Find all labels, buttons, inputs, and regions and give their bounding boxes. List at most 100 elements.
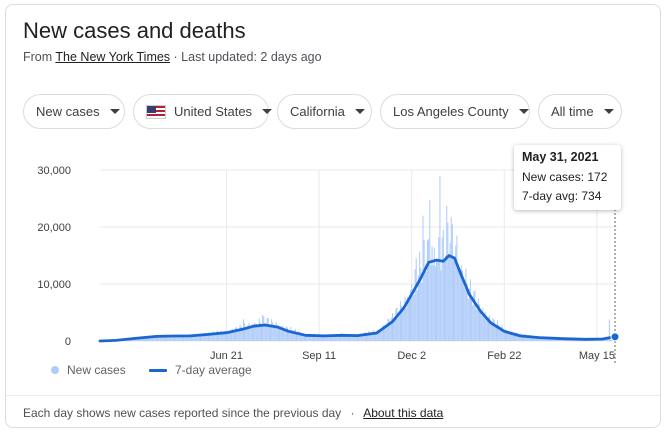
case-bar (228, 333, 230, 341)
case-bar (240, 326, 242, 341)
case-bar (212, 331, 214, 341)
case-bar (231, 328, 233, 341)
case-bar (245, 327, 247, 341)
case-bar (441, 237, 443, 341)
case-bar (604, 339, 606, 341)
metric-dropdown[interactable]: New cases (23, 94, 125, 129)
case-bar (329, 335, 331, 341)
case-bar (405, 308, 407, 341)
case-bar (180, 334, 182, 341)
case-bar (288, 331, 290, 341)
case-bar (175, 336, 177, 341)
case-bar (501, 325, 503, 341)
case-bar (232, 332, 234, 341)
case-bar (282, 325, 284, 341)
chart-card: New cases and deaths From The New York T… (5, 4, 661, 428)
case-bar (218, 333, 220, 341)
case-bar (416, 290, 418, 341)
case-bar (143, 337, 145, 341)
case-bar (159, 337, 161, 341)
case-bar (369, 332, 371, 341)
case-bar (183, 336, 185, 341)
case-bar (497, 320, 499, 341)
legend-avg-label: 7-day average (175, 363, 252, 377)
case-bar (356, 336, 359, 341)
country-dropdown[interactable]: United States (133, 94, 273, 129)
case-bar (145, 337, 147, 341)
case-bar (459, 272, 461, 341)
case-bar (473, 291, 475, 341)
case-bar (412, 296, 414, 341)
x-tick-label: Feb 22 (487, 350, 521, 362)
case-bar (386, 325, 388, 341)
case-bar (296, 332, 298, 341)
source-line: From The New York Times · Last updated: … (23, 50, 322, 64)
case-bar (172, 336, 174, 341)
time-range-dropdown[interactable]: All time (538, 94, 622, 129)
case-bar (193, 333, 195, 341)
case-bar (607, 339, 609, 341)
legend-new-cases-label: New cases (67, 363, 126, 377)
county-dropdown[interactable]: Los Angeles County (380, 94, 530, 129)
y-tick-label: 10,000 (37, 279, 71, 291)
case-bar (378, 331, 380, 341)
case-bar (397, 317, 399, 341)
time-range-dropdown-label: All time (551, 104, 594, 119)
case-bar (388, 319, 390, 341)
case-bar (510, 333, 512, 341)
x-tick-label: Jun 21 (210, 350, 243, 362)
case-bar (302, 333, 304, 341)
case-bar (289, 330, 291, 341)
case-bar (213, 333, 215, 341)
case-bar (258, 318, 260, 341)
case-bar (359, 334, 361, 341)
case-bar (248, 322, 250, 341)
case-bar (354, 336, 356, 341)
case-bar (457, 263, 459, 341)
case-bar (187, 336, 189, 341)
case-bar (239, 324, 241, 341)
case-bar (390, 317, 392, 341)
case-bar (343, 336, 345, 341)
case-bar (456, 235, 458, 341)
case-bar (429, 200, 431, 341)
case-bar (286, 327, 288, 341)
case-bar (136, 338, 138, 341)
case-bar (333, 335, 335, 341)
case-bar (318, 334, 320, 341)
about-data-link[interactable]: About this data (363, 406, 444, 420)
case-bar (247, 324, 249, 341)
case-bar (482, 308, 484, 341)
case-bar (402, 309, 404, 341)
case-bar (491, 325, 493, 341)
case-bar (164, 335, 167, 341)
case-bar (404, 296, 406, 341)
case-bar (395, 308, 397, 341)
case-bar (331, 335, 333, 341)
case-bar (421, 282, 423, 341)
case-bar (224, 330, 226, 341)
case-bar (338, 336, 340, 341)
state-dropdown[interactable]: California (277, 94, 372, 129)
case-bar (608, 319, 610, 341)
case-bar (513, 333, 515, 341)
case-bar (420, 267, 422, 341)
case-bar (550, 338, 552, 341)
hover-point (610, 332, 620, 342)
case-bar (303, 334, 305, 341)
source-link[interactable]: The New York Times (55, 50, 171, 64)
case-bar (506, 329, 508, 341)
case-bar (268, 325, 270, 341)
case-bar (516, 332, 518, 341)
case-bar (499, 329, 501, 341)
case-bar (431, 246, 433, 341)
case-bar (472, 305, 474, 341)
case-bar (393, 319, 395, 341)
case-bar (276, 327, 278, 341)
case-bar (347, 336, 349, 341)
case-bar (342, 335, 344, 341)
case-bar (211, 333, 213, 341)
case-bar (179, 336, 181, 341)
case-bar (215, 331, 217, 341)
case-bar (414, 269, 416, 341)
